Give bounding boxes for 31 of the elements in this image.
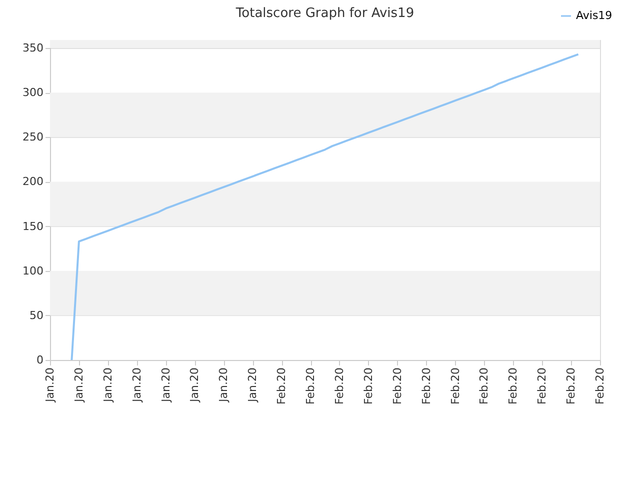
- x-tick-label: Jan.20: [159, 368, 172, 403]
- y-tick-label: 350: [22, 42, 44, 55]
- chart-title: Totalscore Graph for Avis19: [234, 6, 414, 21]
- x-tick-label: Feb.20: [275, 368, 288, 404]
- x-tick-label: Feb.20: [506, 368, 520, 404]
- y-tick-label: 250: [22, 130, 44, 144]
- x-tick-label: Feb.20: [448, 368, 462, 404]
- legend-label: Avis19: [576, 9, 612, 22]
- x-tick-label: Feb.20: [478, 368, 491, 404]
- y-tick-label: 50: [30, 308, 44, 322]
- x-tick-label: Feb.20: [564, 368, 578, 404]
- x-tick-label: Feb.20: [420, 368, 433, 404]
- x-tick-label: Jan.20: [217, 368, 230, 403]
- x-tick-label: Jan.20: [130, 368, 144, 403]
- x-tick-label: Jan.20: [246, 368, 260, 403]
- x-tick-label: Feb.20: [536, 368, 549, 404]
- x-tick-label: Feb.20: [362, 368, 375, 404]
- x-tick-label: Feb.20: [594, 368, 606, 404]
- y-tick-label: 200: [22, 175, 44, 188]
- x-tick-label: Jan.20: [101, 368, 114, 403]
- x-tick-label: Jan.20: [44, 368, 56, 403]
- y-tick-label: 100: [22, 264, 44, 278]
- line-series: [70, 53, 580, 361]
- x-tick-label: Feb.20: [390, 368, 404, 404]
- y-tick-label: 150: [22, 220, 44, 233]
- y-tick-label: 300: [22, 86, 44, 100]
- x-tick-label: Feb.20: [332, 368, 346, 404]
- x-tick-label: Feb.20: [304, 368, 318, 404]
- x-tick-label: Jan.20: [188, 368, 202, 403]
- y-tick-label: 0: [36, 354, 44, 366]
- x-tick-label: Jan.20: [72, 368, 86, 403]
